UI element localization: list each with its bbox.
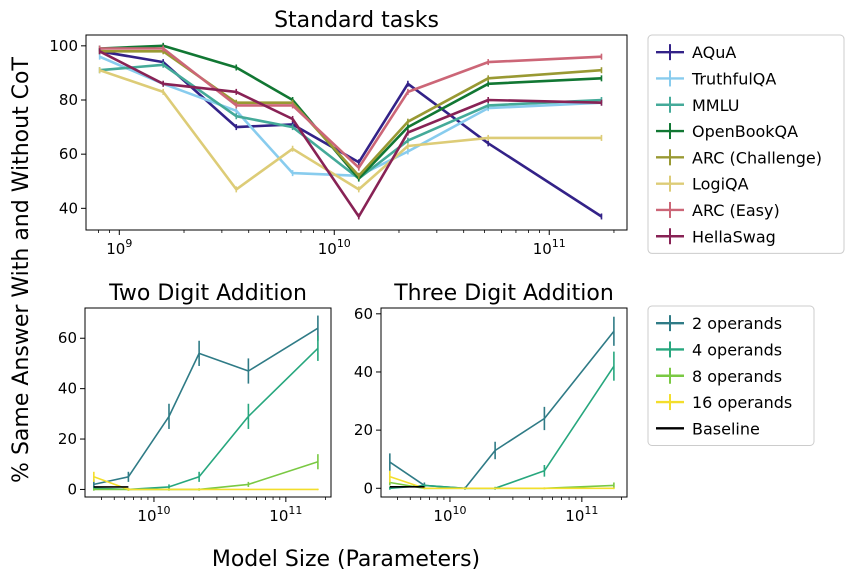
chart-title: Three Digit Addition	[393, 281, 614, 306]
y-tick-label: 100	[49, 37, 78, 55]
series-line-8-operands	[94, 462, 318, 490]
legend-label: AQuA	[692, 43, 736, 62]
legend-addition: 2 operands 4 operands 8 operands 16 operand…	[648, 306, 814, 446]
y-tick-label: 60	[58, 329, 77, 347]
series-line-2-operands	[94, 328, 318, 484]
y-axis-label: % Same Answer With and Without CoT	[9, 56, 34, 482]
y-tick-label: 20	[58, 430, 77, 448]
x-axis-label: Model Size (Parameters)	[212, 547, 480, 572]
chart-title: Two Digit Addition	[108, 281, 307, 306]
legend-label: MMLU	[692, 96, 739, 115]
x-tick-label: 1010	[137, 504, 170, 525]
legend-label: HellaSwag	[692, 227, 776, 246]
legend-label: 16 operands	[692, 393, 792, 412]
y-tick-label: 0	[67, 480, 77, 498]
series-line-4-operands	[390, 366, 614, 488]
x-tick-label-exponent: 10	[453, 504, 467, 517]
x-tick-label: 1011	[565, 504, 598, 525]
y-tick-label: 60	[59, 145, 78, 163]
x-tick-label: 1011	[533, 237, 566, 258]
x-tick-label-base: 10	[565, 507, 584, 525]
legend-label: Baseline	[692, 419, 760, 438]
legend-label: 4 operands	[692, 340, 782, 359]
x-tick-label: 1010	[433, 504, 466, 525]
y-tick-label: 20	[354, 421, 373, 439]
legend-label: OpenBookQA	[692, 122, 798, 141]
y-tick-label: 0	[363, 479, 373, 497]
x-tick-label-base: 10	[106, 240, 125, 258]
legend-label: TruthfulQA	[691, 69, 776, 88]
legend-label: 8 operands	[692, 367, 782, 386]
x-tick-label-base: 10	[533, 240, 552, 258]
legend-label: ARC (Easy)	[692, 201, 780, 220]
series-line-2-operands	[390, 331, 614, 488]
legend-frame	[648, 35, 844, 253]
x-tick-label-base: 10	[318, 240, 337, 258]
y-tick-label: 40	[59, 199, 78, 217]
legend-label: ARC (Challenge)	[692, 148, 822, 167]
y-tick-label: 60	[354, 305, 373, 323]
x-tick-label-exponent: 9	[125, 237, 132, 250]
x-tick-label-exponent: 11	[552, 237, 566, 250]
legend-standard-tasks: AQuA TruthfulQA MMLU OpenBookQA ARC (Challen…	[648, 35, 844, 253]
legend-label: LogiQA	[692, 175, 749, 194]
x-tick-label-base: 10	[137, 507, 156, 525]
legend-label: 2 operands	[692, 314, 782, 333]
y-tick-label: 40	[354, 363, 373, 381]
x-tick-label: 109	[106, 237, 132, 258]
x-tick-label: 1011	[269, 504, 302, 525]
y-tick-label: 40	[58, 380, 77, 398]
x-tick-label-base: 10	[433, 507, 452, 525]
x-tick-label: 1010	[318, 237, 351, 258]
y-tick-label: 80	[59, 91, 78, 109]
series-line-4-operands	[94, 348, 318, 489]
x-tick-label-base: 10	[269, 507, 288, 525]
x-tick-label-exponent: 10	[337, 237, 351, 250]
x-tick-label-exponent: 10	[157, 504, 171, 517]
chart-title: Standard tasks	[274, 8, 439, 33]
x-tick-label-exponent: 11	[288, 504, 302, 517]
x-tick-label-exponent: 11	[584, 504, 598, 517]
